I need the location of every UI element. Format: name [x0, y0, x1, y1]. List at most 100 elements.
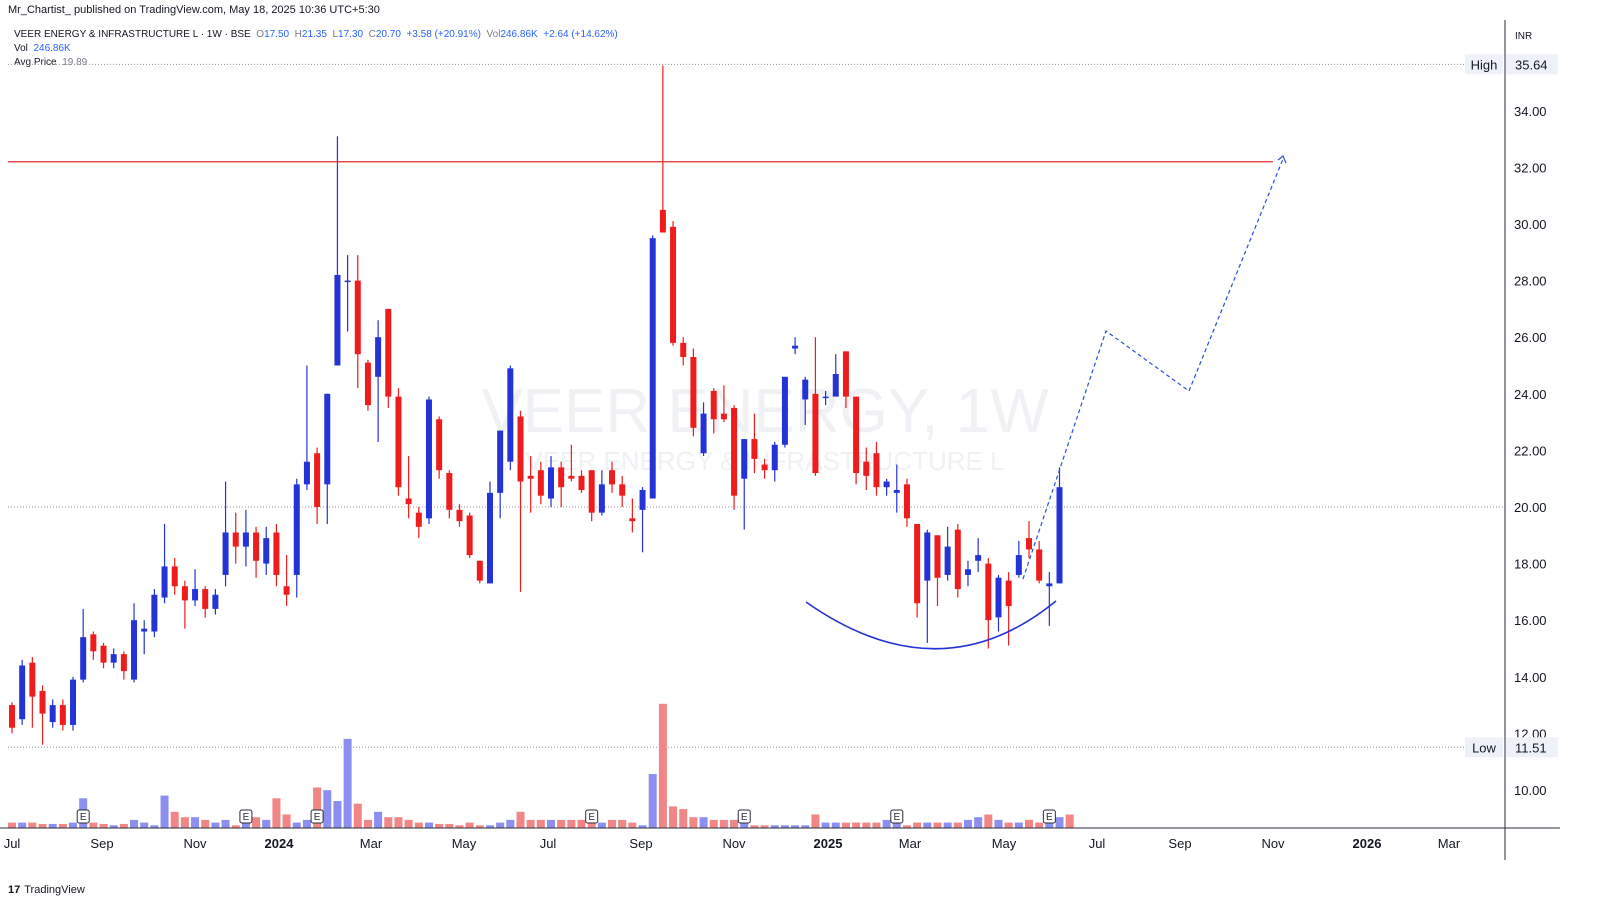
volume-bar: [902, 825, 911, 828]
candle-body: [710, 390, 717, 420]
volume-bar: [313, 787, 322, 828]
candle-body: [354, 280, 361, 355]
candle-body: [558, 467, 565, 488]
volume-bar: [913, 822, 922, 828]
low-price-tag: [1465, 737, 1503, 758]
candle-body: [70, 679, 77, 725]
earnings-marker-box[interactable]: [585, 809, 599, 824]
earnings-marker-box[interactable]: [890, 809, 904, 824]
candle-body: [1056, 487, 1063, 584]
volume-bar: [740, 822, 749, 828]
earnings-marker-box[interactable]: [239, 809, 253, 824]
x-tick-label: Nov: [722, 836, 746, 851]
candle-body: [853, 396, 860, 474]
volume-bar: [353, 803, 362, 828]
volume-bar: [648, 774, 657, 828]
candle-body: [273, 532, 280, 575]
candle-body: [670, 226, 677, 343]
candle-body: [283, 586, 290, 595]
legend-close-label: C: [368, 29, 376, 40]
volume-bar: [547, 819, 556, 828]
candle-body: [263, 538, 270, 564]
x-tick-label: Jul: [1089, 836, 1106, 851]
earnings-marker-box[interactable]: [76, 809, 90, 824]
candle-body: [1046, 583, 1053, 587]
y-tick-label: 34.00: [1514, 104, 1547, 119]
candle-body: [324, 393, 331, 485]
volume-bar: [109, 825, 118, 828]
volume-bar: [618, 819, 627, 828]
legend-volume-row[interactable]: Vol 246.86K: [14, 42, 618, 56]
legend-avg: 19.89: [62, 57, 88, 68]
volume-bar: [394, 817, 403, 828]
legend-avg-row[interactable]: Avg Price 19.89: [14, 56, 618, 70]
volume-bar: [780, 825, 789, 828]
legend-open: 17.50: [264, 29, 290, 40]
candle-body: [700, 413, 707, 454]
y-tick-label: 22.00: [1514, 443, 1547, 458]
candle-body: [90, 634, 97, 652]
candle-body: [598, 484, 605, 513]
volume-bar: [384, 817, 393, 828]
candle-body: [395, 396, 402, 488]
legend-symbol[interactable]: VEER ENERGY & INFRASTRUCTURE L · 1W · BS…: [14, 29, 251, 40]
earnings-marker-label: E: [588, 812, 595, 823]
candle-body: [314, 453, 321, 507]
volume-bar: [211, 822, 220, 828]
candle-body: [822, 396, 829, 399]
candle-body: [1036, 549, 1043, 581]
candle-body: [659, 209, 666, 233]
candle-body: [436, 419, 443, 471]
volume-bar: [557, 819, 566, 828]
tradingview-logo-icon: 17: [8, 884, 21, 896]
volume-bar: [191, 817, 200, 828]
legend-vol-label: Vol: [14, 43, 28, 54]
volume-bar: [709, 819, 718, 828]
cup-bottom-curve[interactable]: [805, 600, 1057, 650]
candle-body: [629, 518, 636, 522]
candle-body: [466, 515, 473, 556]
candle-body: [232, 532, 239, 547]
candle-body: [425, 399, 432, 519]
volume-bar: [821, 822, 830, 828]
earnings-marker-label: E: [1046, 812, 1053, 823]
tradingview-footer[interactable]: 17 TradingView: [8, 884, 85, 896]
candle-body: [1015, 555, 1022, 575]
y-tick-label: 32.00: [1514, 160, 1547, 175]
earnings-marker-box[interactable]: [737, 809, 751, 824]
tradingview-brand: TradingView: [24, 884, 85, 896]
candle-body: [893, 490, 900, 493]
volume-bar: [1055, 817, 1064, 828]
volume-bar: [963, 819, 972, 828]
candle-body: [517, 416, 524, 482]
volume-bar: [933, 822, 942, 828]
volume-bar: [374, 811, 383, 828]
volume-bar: [496, 822, 505, 828]
x-tick-label: Nov: [183, 836, 207, 851]
volume-bar: [699, 817, 708, 828]
legend-avg-label: Avg Price: [14, 57, 57, 68]
earnings-marker-box[interactable]: [1042, 809, 1056, 824]
volume-bar: [689, 817, 698, 828]
volume-bar: [455, 825, 464, 828]
y-tick-label: 20.00: [1514, 500, 1547, 515]
volume-bar: [679, 809, 688, 828]
candle-body: [446, 473, 453, 510]
volume-bar: [404, 819, 413, 828]
legend-high: 21.35: [301, 29, 327, 40]
legend-vol2: 246.86K: [500, 29, 538, 40]
candle-body: [29, 662, 36, 697]
candle-body: [537, 470, 544, 496]
chart-legend: VEER ENERGY & INFRASTRUCTURE L · 1W · BS…: [14, 28, 618, 70]
volume-bar: [506, 819, 515, 828]
candle-body: [954, 529, 961, 590]
volume-bar: [526, 819, 535, 828]
earnings-marker-box[interactable]: [310, 809, 324, 824]
candle-body: [802, 379, 809, 400]
candle-body: [253, 532, 260, 561]
candle-body: [781, 376, 788, 445]
volume-bar: [18, 822, 27, 828]
candle-body: [639, 490, 646, 510]
y-tick-label: 16.00: [1514, 613, 1547, 628]
